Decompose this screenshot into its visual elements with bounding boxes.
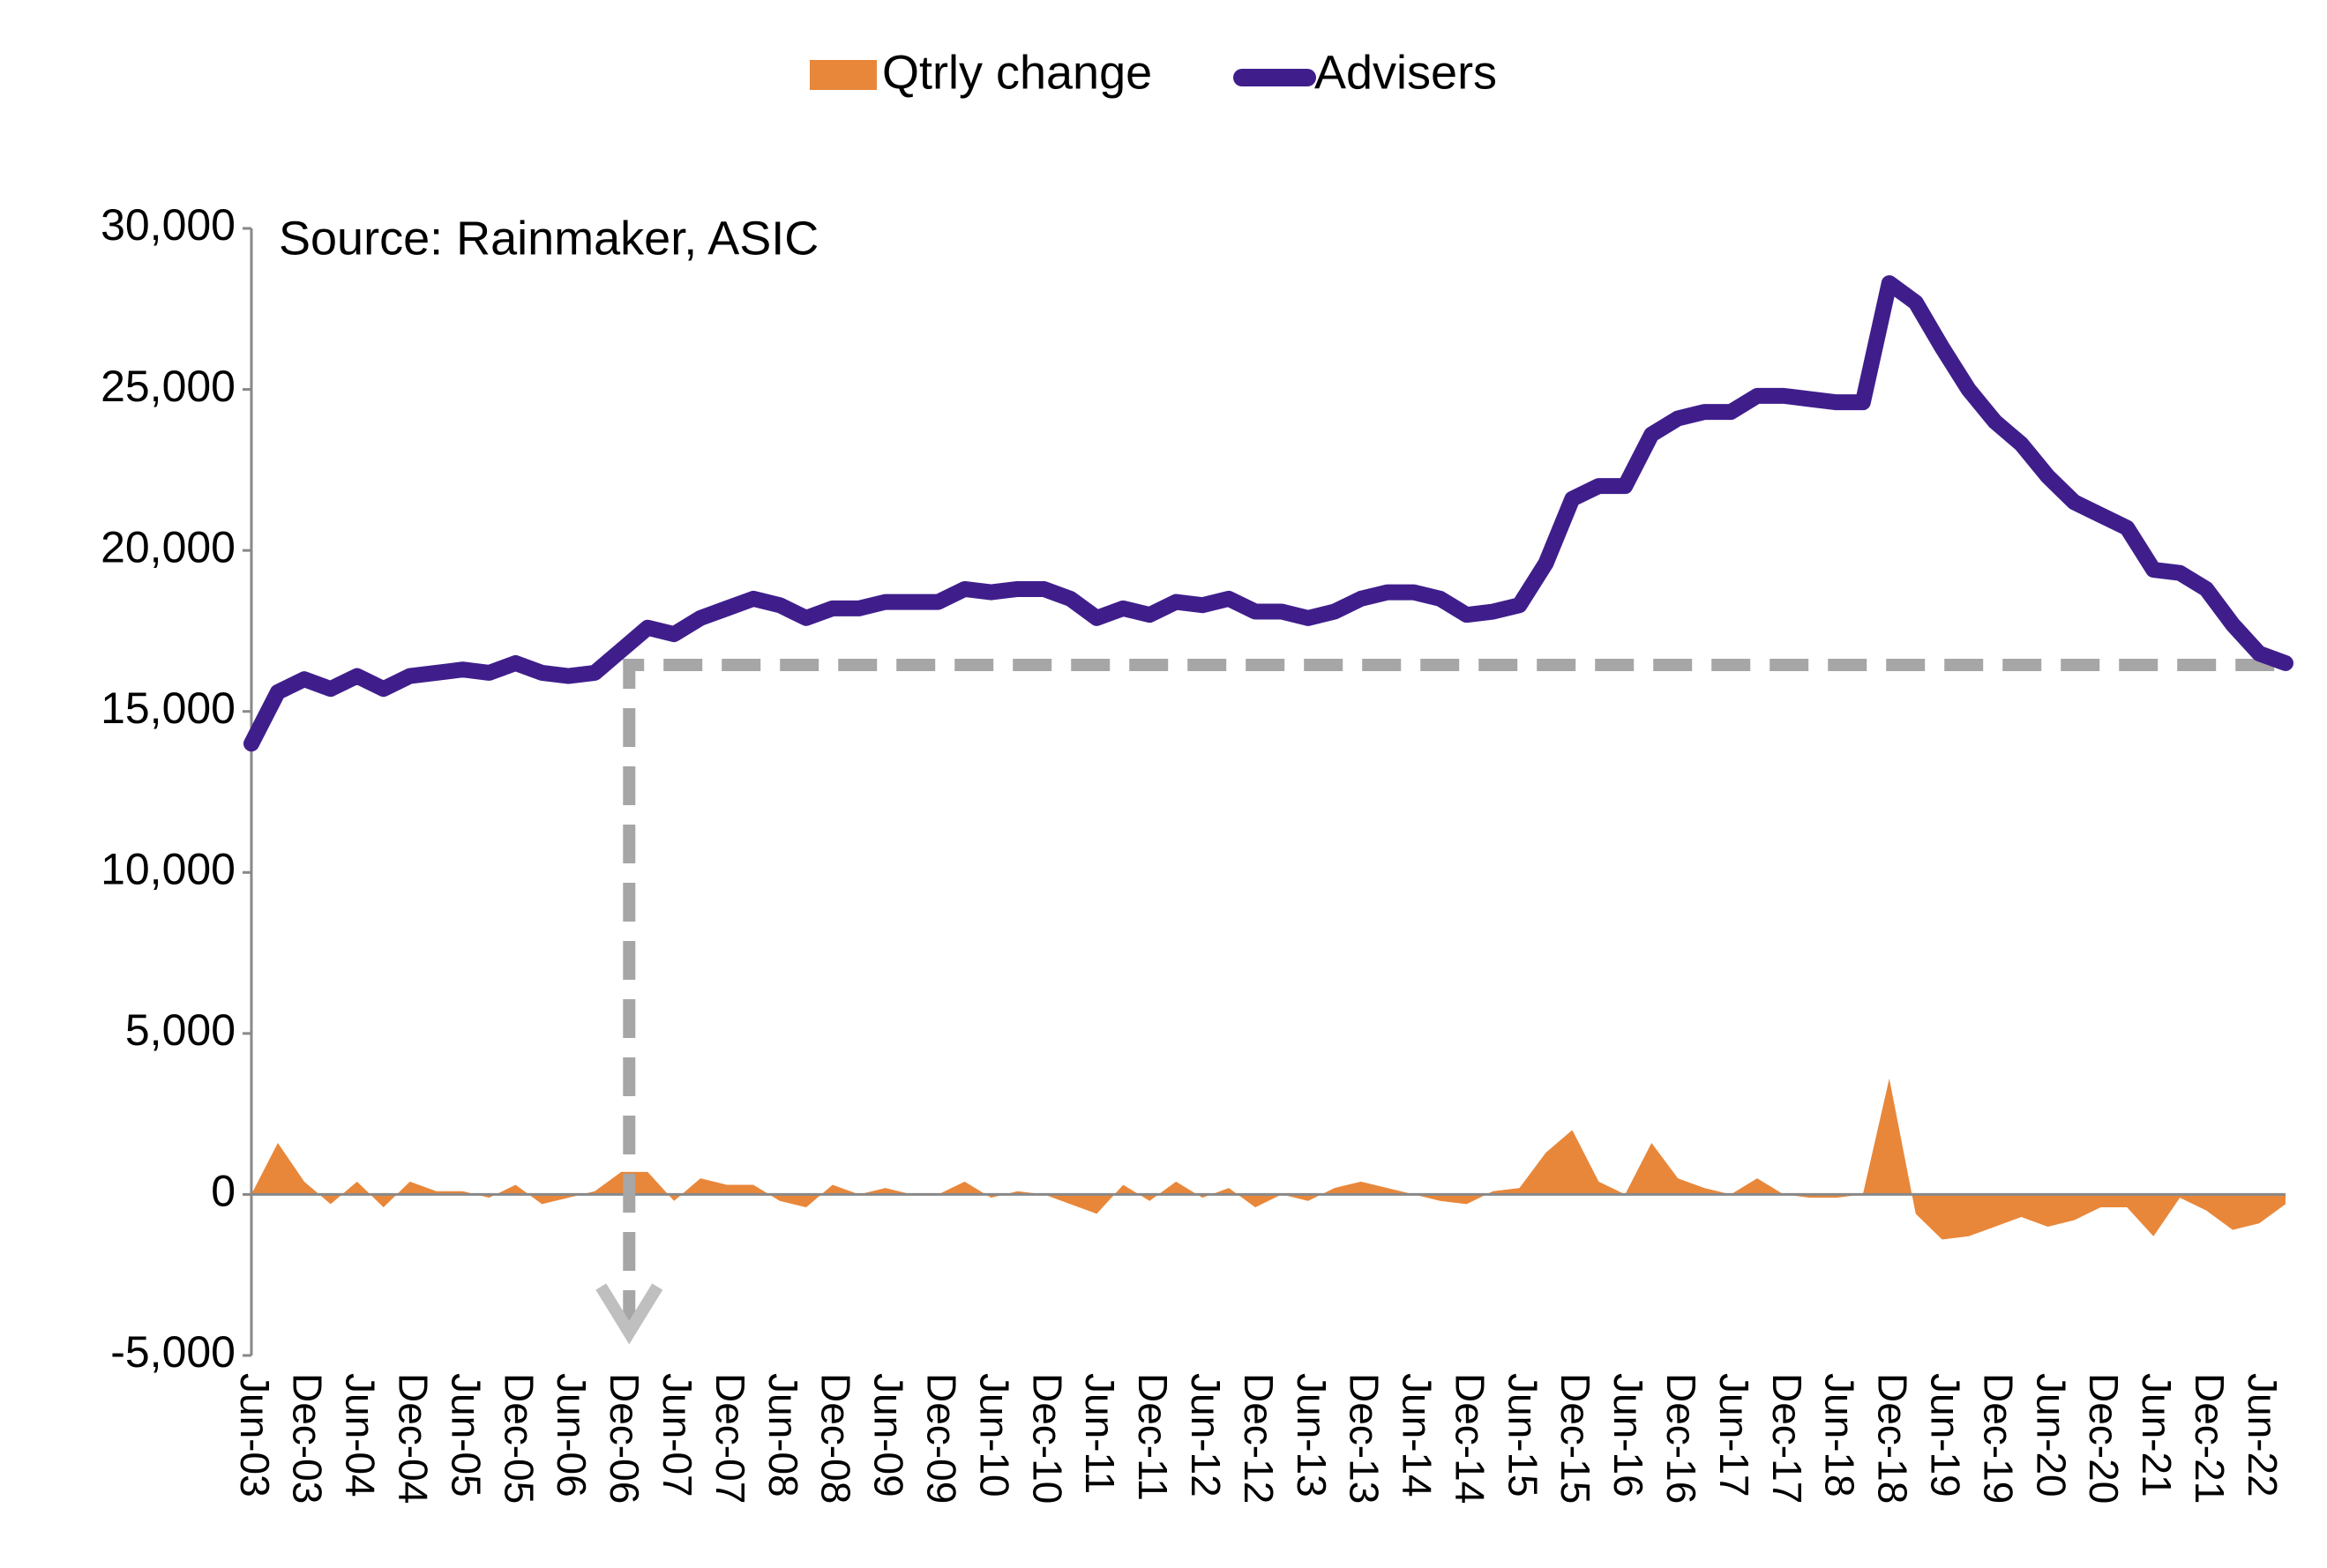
x-tick-label: Dec-13 (1342, 1373, 1388, 1504)
source-annotation: Source: Rainmaker, ASIC (279, 212, 819, 265)
x-tick-label: Dec-07 (707, 1373, 753, 1504)
x-tick-label: Jun-21 (2134, 1373, 2180, 1497)
y-tick-label: 25,000 (101, 362, 236, 411)
x-tick-label: Dec-16 (1658, 1373, 1704, 1504)
x-tick-label: Jun-10 (971, 1373, 1017, 1497)
x-tick-label: Dec-05 (496, 1373, 542, 1504)
x-tick-label: Jun-12 (1183, 1373, 1229, 1497)
legend-swatch (810, 60, 877, 90)
x-tick-label: Dec-12 (1236, 1373, 1282, 1504)
y-tick-label: 10,000 (101, 844, 236, 893)
x-tick-label: Jun-06 (549, 1373, 595, 1497)
legend-label: Advisers (1314, 46, 1497, 99)
x-tick-label: Jun-17 (1711, 1373, 1757, 1497)
legend-label: Qtrly change (882, 46, 1152, 99)
reference-arrow (595, 1283, 663, 1345)
x-tick-label: Dec-15 (1553, 1373, 1598, 1504)
x-tick-label: Jun-13 (1289, 1373, 1335, 1497)
y-tick-label: 20,000 (101, 522, 236, 571)
x-tick-label: Dec-03 (285, 1373, 331, 1504)
x-tick-label: Dec-20 (2081, 1373, 2127, 1504)
x-tick-label: Jun-15 (1500, 1373, 1545, 1497)
x-tick-label: Jun-22 (2240, 1373, 2286, 1497)
x-tick-label: Dec-17 (1764, 1373, 1810, 1504)
x-tick-label: Dec-11 (1130, 1373, 1176, 1501)
x-tick-label: Jun-05 (443, 1373, 489, 1497)
x-tick-label: Jun-07 (655, 1373, 700, 1497)
y-tick-label: 15,000 (101, 683, 236, 733)
x-tick-label: Dec-14 (1447, 1373, 1493, 1504)
y-tick-label: 0 (211, 1167, 236, 1216)
x-tick-label: Dec-06 (602, 1373, 647, 1504)
x-tick-label: Jun-19 (1923, 1373, 1969, 1497)
x-tick-label: Dec-04 (391, 1373, 437, 1504)
line (243, 275, 2293, 752)
x-tick-label: Dec-10 (1024, 1373, 1070, 1504)
y-tick-label: -5,000 (110, 1327, 236, 1377)
x-tick-label: Jun-16 (1605, 1373, 1651, 1497)
x-tick-label: Jun-14 (1395, 1373, 1440, 1497)
y-tick-label: 30,000 (101, 200, 236, 250)
x-tick-label: Jun-20 (2028, 1373, 2074, 1497)
x-tick-label: Jun-03 (232, 1373, 278, 1497)
x-tick-label: Jun-04 (338, 1373, 384, 1497)
x-tick-label: Dec-21 (2187, 1373, 2233, 1504)
x-tick-label: Dec-08 (813, 1373, 859, 1504)
x-tick-label: Dec-19 (1975, 1373, 2021, 1504)
y-tick-label: 5,000 (125, 1005, 236, 1055)
x-tick-label: Dec-09 (918, 1373, 964, 1504)
area (251, 1078, 2286, 1240)
x-tick-label: Dec-18 (1870, 1373, 1916, 1504)
x-tick-label: Jun-08 (760, 1373, 806, 1497)
reference-line (623, 658, 2286, 1329)
x-tick-label: Jun-11 (1077, 1373, 1123, 1494)
x-tick-label: Jun-09 (866, 1373, 912, 1497)
x-tick-label: Jun-18 (1817, 1373, 1863, 1497)
